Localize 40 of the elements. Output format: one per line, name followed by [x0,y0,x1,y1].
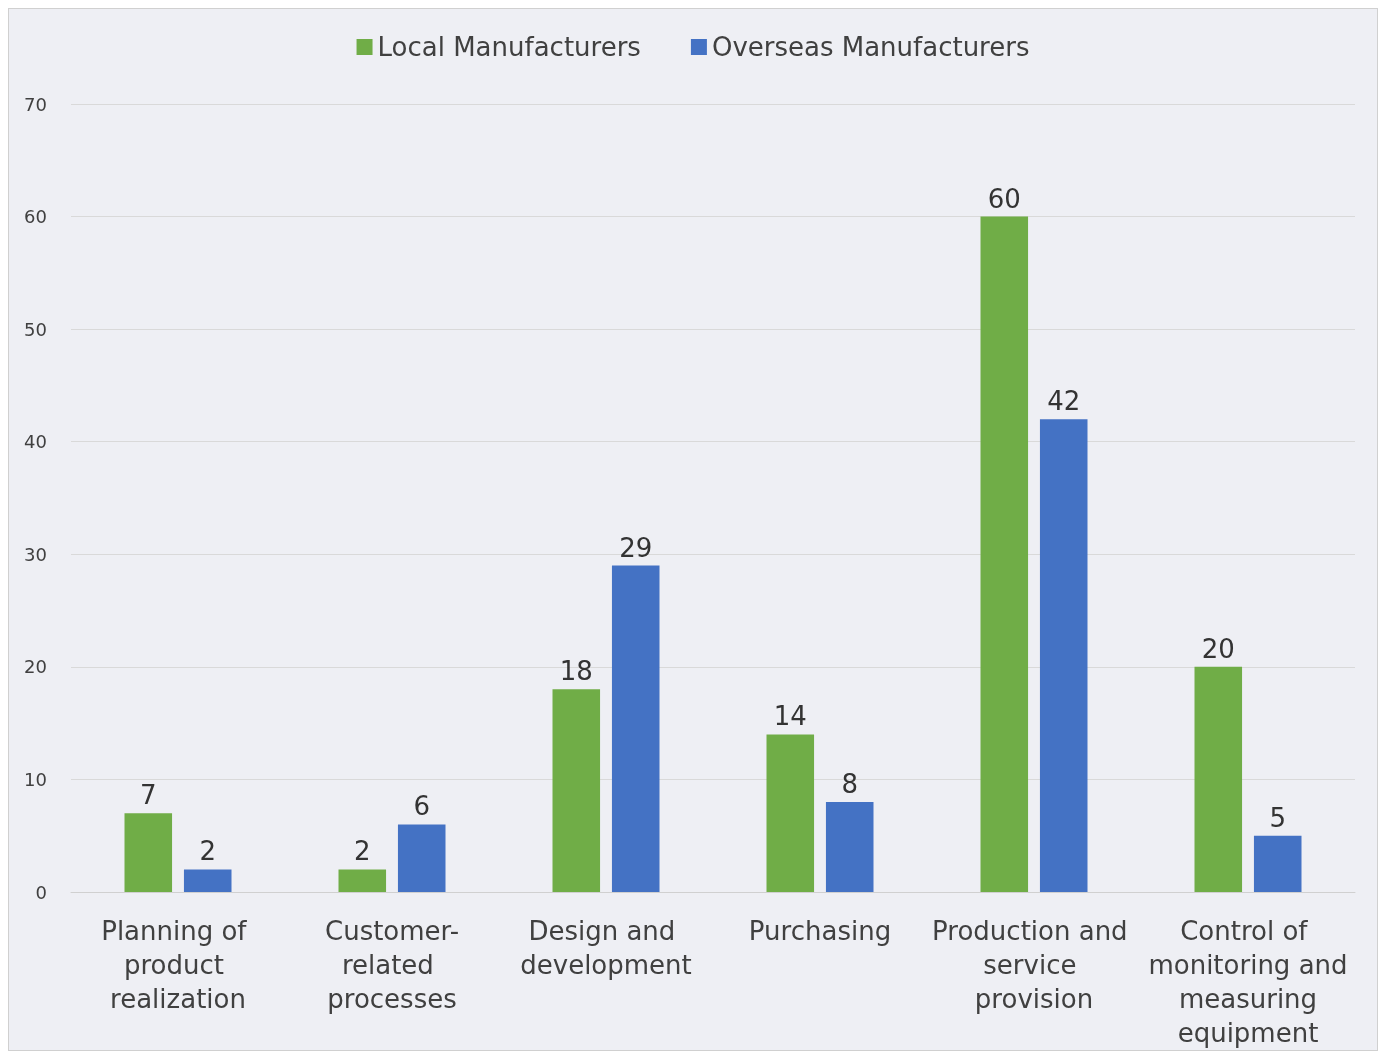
data-label: 7 [140,780,157,811]
bar [552,689,601,892]
y-tick-label: 40 [24,431,47,453]
y-tick-label: 50 [24,318,47,340]
y-tick-label: 30 [24,543,47,565]
data-label: 14 [773,701,807,732]
data-label: 2 [354,836,371,867]
legend-label: Local Manufacturers [377,32,641,62]
y-tick-label: 60 [24,206,47,228]
x-tick-label: Production and service provision [932,916,1136,1014]
bar [766,734,815,892]
y-tick-label: 10 [24,768,47,790]
data-label: 20 [1201,633,1235,664]
data-label: 42 [1047,386,1081,417]
bar [1039,419,1088,892]
x-tick-label: Purchasing [748,916,892,946]
x-tick-label: Customer-related processes [324,916,460,1014]
bar [980,216,1029,892]
bar [1253,835,1302,892]
data-label: 8 [841,768,858,799]
data-label: 29 [619,532,653,563]
x-tick-label: Design and development [520,916,692,980]
data-label: 6 [413,791,430,822]
bar [338,869,387,892]
data-label: 5 [1269,802,1286,833]
x-tick-label: Control of monitoring and measuring equipment [1148,916,1348,1048]
bar [611,565,660,892]
y-tick-label: 20 [24,656,47,678]
data-label: 60 [987,183,1021,214]
bar [1194,666,1243,892]
x-tick-label: Planning of product realization [101,916,255,1014]
bar [183,869,232,892]
data-label: 2 [199,836,216,867]
bar [124,813,173,892]
bar [397,824,446,892]
y-tick-label: 70 [24,93,47,115]
y-tick-label: 0 [35,881,47,903]
legend-label: Overseas Manufacturers [711,32,1030,62]
bar [825,801,874,892]
data-label: 18 [559,656,593,687]
